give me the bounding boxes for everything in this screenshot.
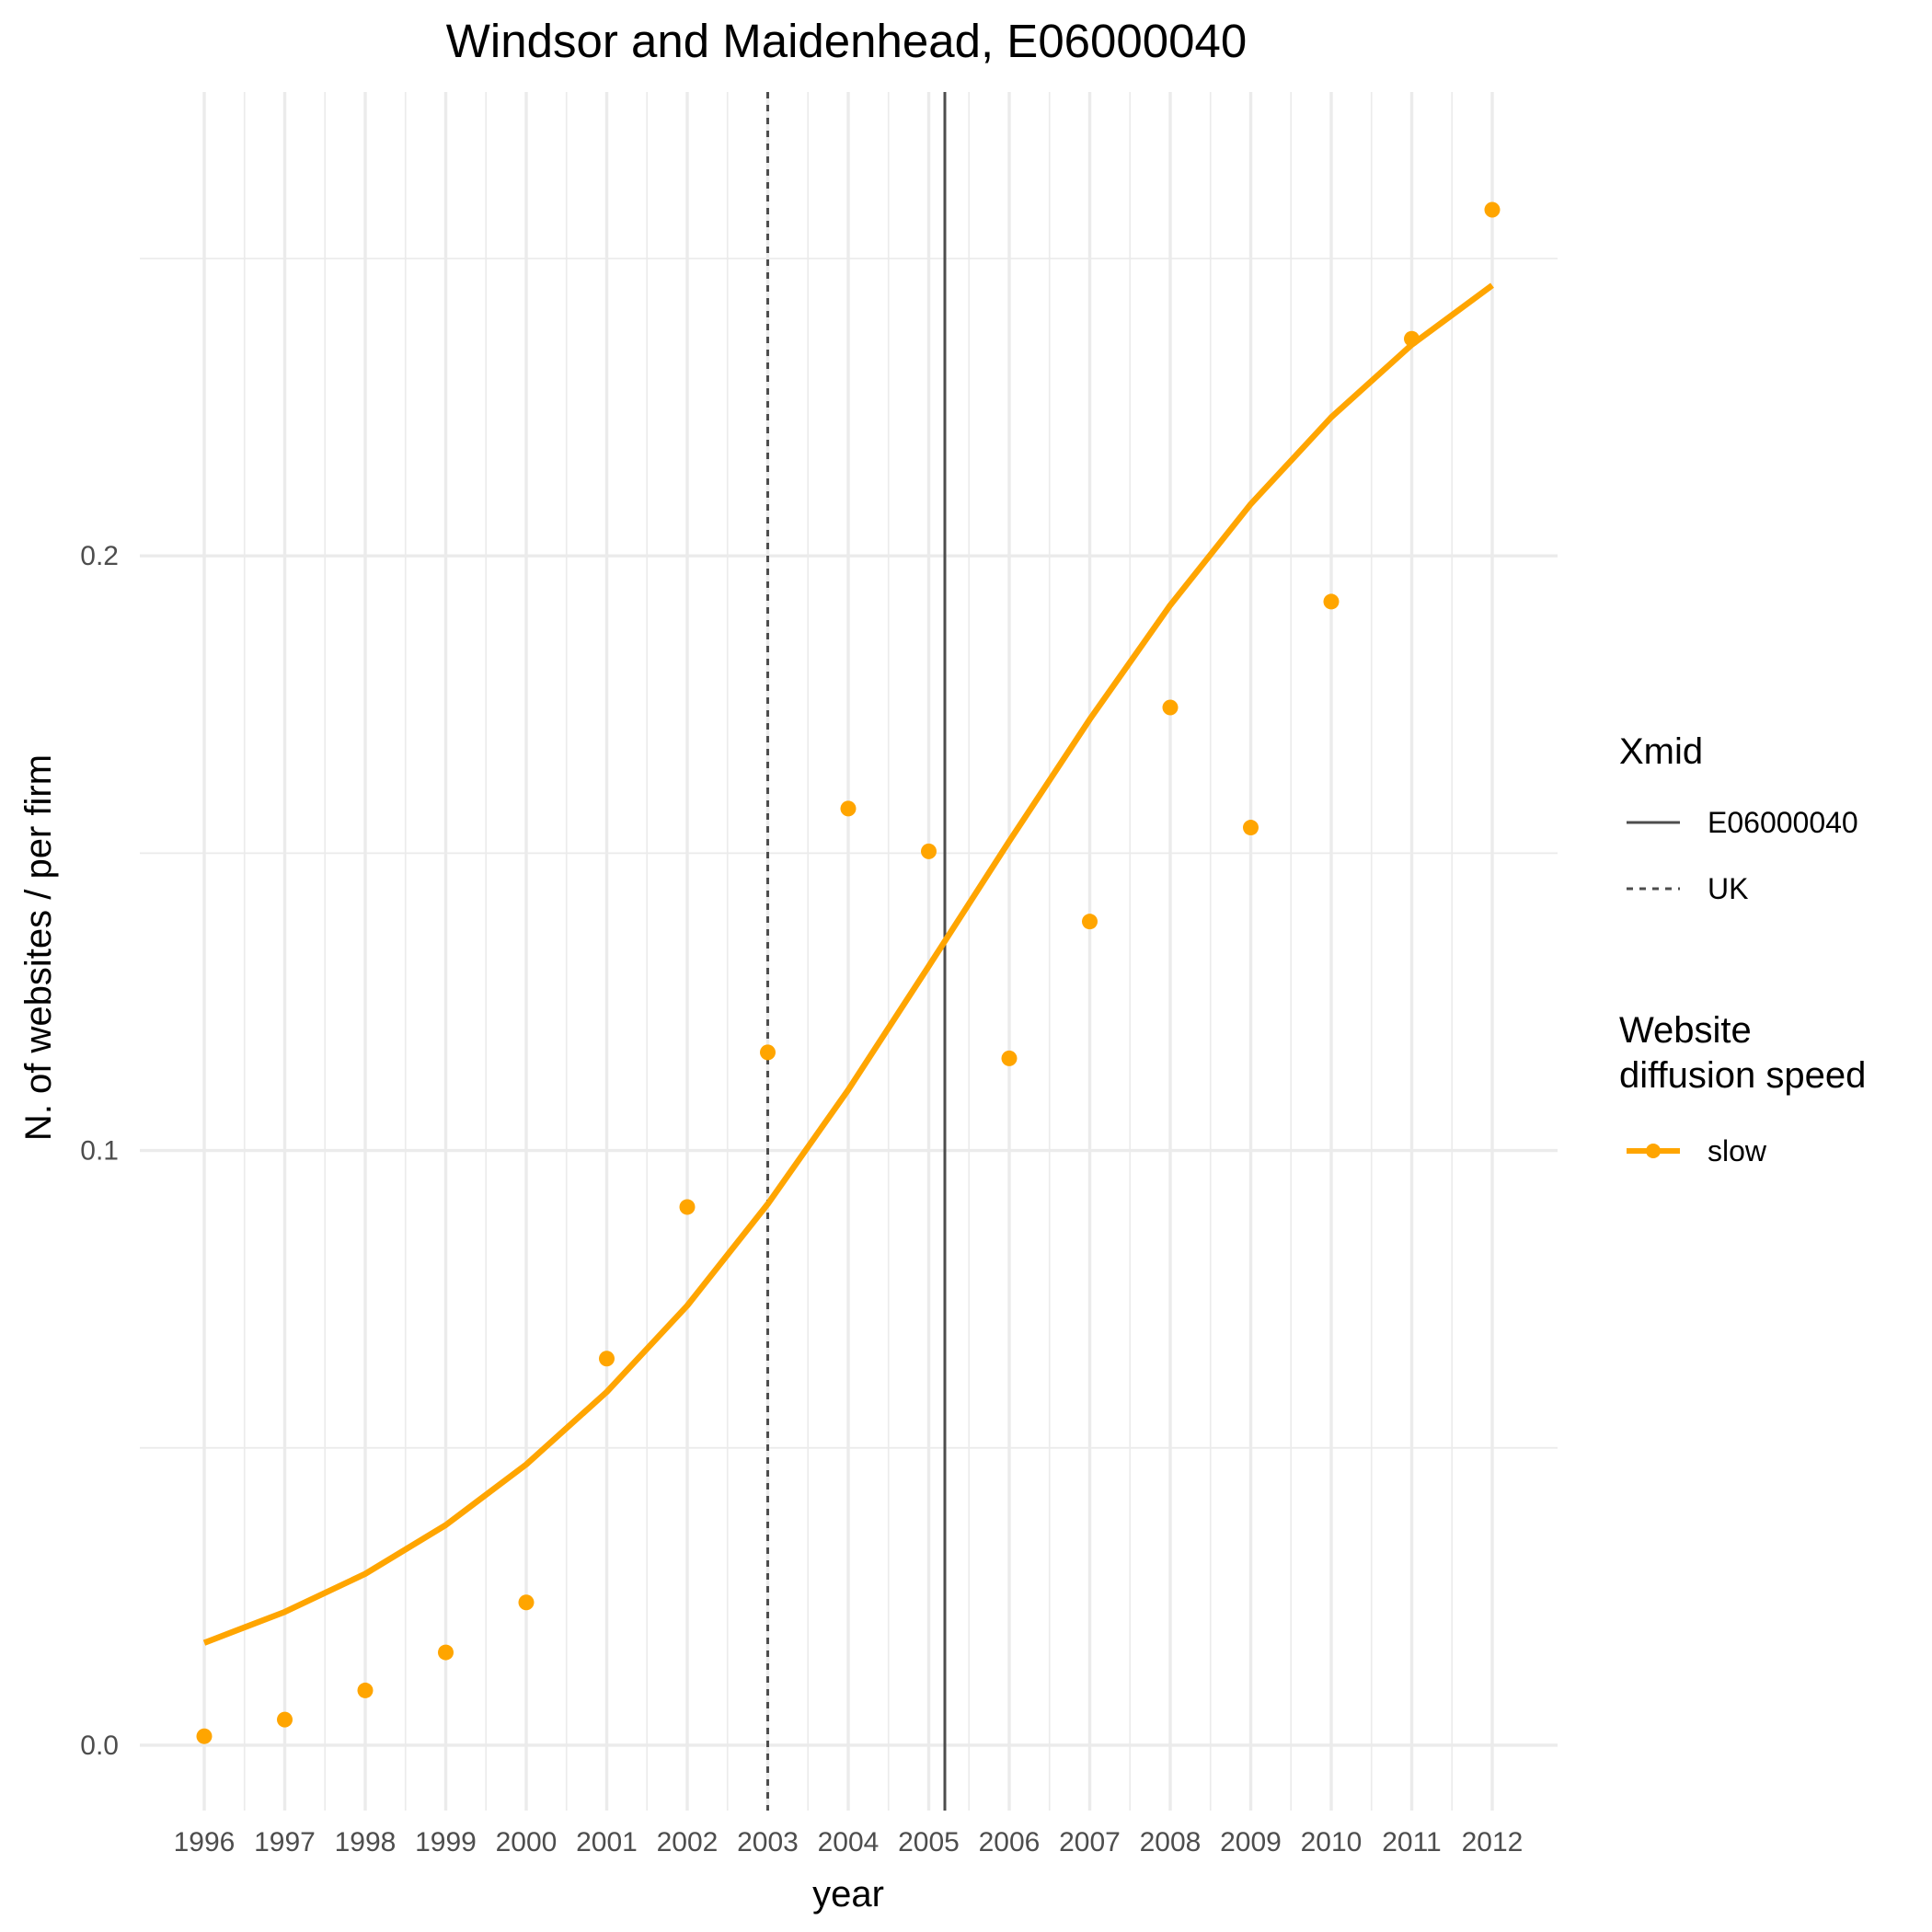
y-tick-label: 0.0 bbox=[80, 1731, 119, 1761]
data-point-2007 bbox=[1082, 914, 1098, 930]
legend-xmid-title: Xmid bbox=[1619, 731, 1703, 772]
x-tick-label-2011: 2011 bbox=[1382, 1827, 1442, 1857]
x-tick-label-1998: 1998 bbox=[335, 1827, 397, 1857]
data-point-2012 bbox=[1484, 201, 1501, 218]
data-point-2006 bbox=[1001, 1050, 1018, 1066]
data-point-2010 bbox=[1323, 593, 1340, 610]
legend-slow-key-point bbox=[1646, 1144, 1661, 1158]
data-point-1998 bbox=[357, 1682, 374, 1698]
x-tick-label-2003: 2003 bbox=[737, 1827, 799, 1857]
legend-slow-label: slow bbox=[1708, 1134, 1767, 1167]
x-tick-label-2002: 2002 bbox=[657, 1827, 719, 1857]
x-tick-label-1997: 1997 bbox=[254, 1827, 316, 1857]
fit-lines bbox=[202, 282, 1494, 1646]
legend-speed-title-line1: Website bbox=[1619, 1010, 1752, 1051]
data-point-2005 bbox=[921, 843, 937, 859]
legend-e06000040-label: E06000040 bbox=[1708, 806, 1858, 839]
x-tick-label-2000: 2000 bbox=[496, 1827, 558, 1857]
data-points bbox=[196, 201, 1501, 1744]
data-point-1996 bbox=[196, 1728, 213, 1744]
data-point-2003 bbox=[760, 1044, 776, 1061]
legend-speed-title-line2: diffusion speed bbox=[1619, 1055, 1866, 1096]
x-tick-label-2009: 2009 bbox=[1220, 1827, 1282, 1857]
fit-line-slow bbox=[202, 282, 1494, 1646]
x-axis-ticks: 1996 1997 1998 1999 2000 2001 2002 2003 2004 2005… bbox=[174, 1827, 1524, 1857]
x-tick-label-2006: 2006 bbox=[979, 1827, 1041, 1857]
gridlines bbox=[140, 92, 1558, 1811]
data-point-2002 bbox=[679, 1199, 696, 1215]
data-point-1997 bbox=[277, 1711, 293, 1728]
x-tick-label-2007: 2007 bbox=[1059, 1827, 1121, 1857]
x-tick-label-2012: 2012 bbox=[1462, 1827, 1524, 1857]
x-tick-label-1996: 1996 bbox=[174, 1827, 236, 1857]
y-axis-ticks: 0.0 0.1 0.2 bbox=[80, 541, 119, 1761]
data-point-2001 bbox=[599, 1351, 615, 1367]
x-tick-label-2004: 2004 bbox=[818, 1827, 880, 1857]
legend: Xmid E06000040 UK Website diffusion spee… bbox=[1619, 731, 1866, 1167]
data-point-2008 bbox=[1162, 699, 1179, 716]
x-tick-label-2001: 2001 bbox=[576, 1827, 638, 1857]
data-point-1999 bbox=[438, 1644, 454, 1661]
data-point-2004 bbox=[840, 800, 857, 817]
chart-title: Windsor and Maidenhead, E06000040 bbox=[446, 15, 1247, 67]
data-point-2009 bbox=[1243, 820, 1259, 836]
x-tick-label-1999: 1999 bbox=[415, 1827, 477, 1857]
x-axis-title: year bbox=[812, 1874, 884, 1915]
data-point-2000 bbox=[518, 1594, 535, 1611]
x-tick-label-2005: 2005 bbox=[898, 1827, 960, 1857]
y-axis-title: N. of websites / per firm bbox=[18, 754, 59, 1141]
x-tick-label-2008: 2008 bbox=[1140, 1827, 1202, 1857]
y-tick-label: 0.1 bbox=[80, 1136, 119, 1167]
y-tick-label: 0.2 bbox=[80, 541, 119, 571]
reference-lines bbox=[766, 92, 947, 1811]
data-point-2011 bbox=[1404, 330, 1420, 347]
legend-uk-label: UK bbox=[1708, 872, 1748, 905]
x-tick-label-2010: 2010 bbox=[1301, 1827, 1363, 1857]
